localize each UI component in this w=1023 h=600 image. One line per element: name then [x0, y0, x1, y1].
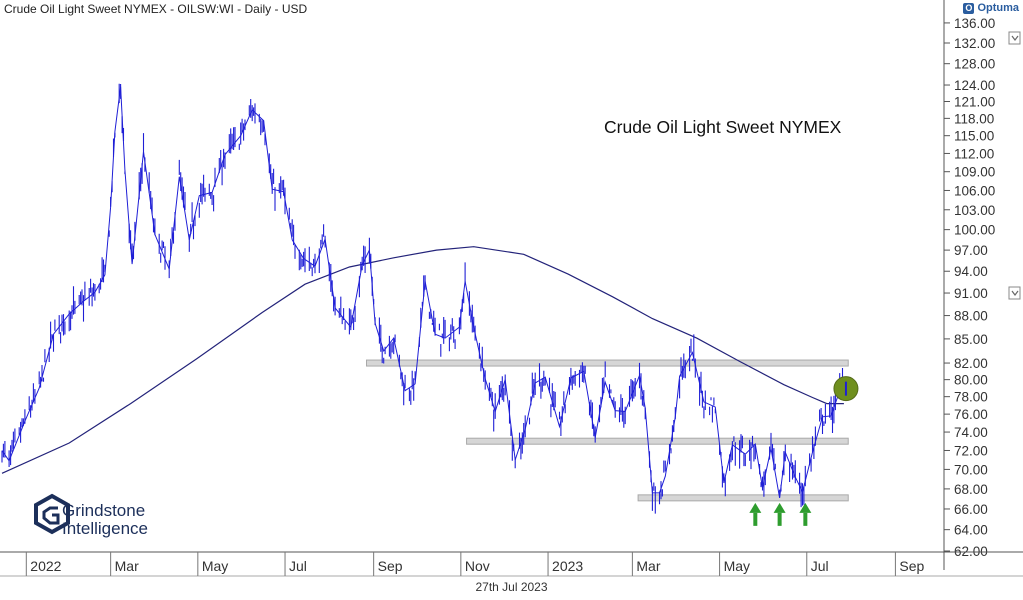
- x-tick-label: May: [724, 558, 750, 574]
- support-band-1: [366, 359, 849, 367]
- y-tick-label: 115.00: [954, 129, 994, 144]
- brand-logo: O Optuma: [963, 2, 1019, 14]
- y-tick-label: 80.00: [954, 373, 988, 388]
- x-tick-label: 2022: [30, 558, 61, 574]
- y-tick-label: 70.00: [954, 462, 988, 477]
- y-tick-label: 82.00: [954, 356, 988, 371]
- x-tick-label: Sep: [378, 558, 403, 574]
- x-tick-label: 2023: [552, 558, 583, 574]
- y-tick-label: 66.00: [954, 502, 988, 517]
- y-tick-label: 128.00: [954, 57, 995, 72]
- y-axis: 62.0064.0066.0068.0070.0072.0074.0076.00…: [943, 0, 1021, 570]
- x-tick-label: Mar: [115, 558, 139, 574]
- x-tick-label: Nov: [465, 558, 490, 574]
- y-tick-label: 76.00: [954, 407, 988, 422]
- x-tick-label: Jul: [289, 558, 307, 574]
- y-tick-label: 91.00: [954, 286, 988, 301]
- x-tick-label: Sep: [899, 558, 924, 574]
- price-line: [1, 86, 845, 498]
- y-tick-label: 103.00: [954, 203, 995, 218]
- y-tick-label: 78.00: [954, 390, 988, 405]
- logo-text-line2: Intelligence: [62, 519, 148, 538]
- support-band-2: [466, 437, 849, 445]
- y-tick-label: 72.00: [954, 443, 988, 458]
- y-tick-label: 136.00: [954, 16, 995, 31]
- x-tick-label: Mar: [636, 558, 660, 574]
- y-tick-label: 109.00: [954, 165, 995, 180]
- logo-g-shape: [42, 506, 60, 525]
- annotation-marks: [749, 376, 859, 526]
- y-tick-label: 94.00: [954, 264, 988, 279]
- price-bars: [1, 83, 844, 514]
- y-tick-label: 97.00: [954, 243, 988, 258]
- x-tick-label: May: [202, 558, 228, 574]
- up-arrow-1: [749, 502, 762, 526]
- y-tick-label: 118.00: [954, 111, 994, 126]
- chart-annotation-title: Crude Oil Light Sweet NYMEX: [604, 117, 842, 137]
- support-bands: [366, 359, 849, 502]
- brand-name: Optuma: [977, 2, 1019, 14]
- x-axis: 2022 Mar May Jul Sep Nov 2023 Mar May Jul Sep: [0, 551, 1023, 577]
- y-tick-label: 132.00: [954, 36, 995, 51]
- y-tick-label: 124.00: [954, 78, 995, 93]
- moving-average-group: [1, 246, 844, 474]
- chart-title: Crude Oil Light Sweet NYMEX - OILSW:WI -…: [4, 2, 308, 16]
- y-tick-label: 74.00: [954, 425, 988, 440]
- y-tick-label: 121.00: [954, 94, 995, 109]
- y-tick-label: 100.00: [954, 223, 995, 238]
- up-arrow-2: [773, 502, 786, 526]
- grindstone-logo: Grindstone Intelligence: [34, 493, 148, 538]
- y-tick-label: 85.00: [954, 332, 988, 347]
- date-caption: 27th Jul 2023: [475, 580, 548, 594]
- y-tick-label: 106.00: [954, 183, 995, 198]
- up-arrow-3: [799, 502, 812, 526]
- axis-scroll-icon: [1008, 286, 1021, 300]
- y-tick-label: 64.00: [954, 523, 988, 538]
- y-tick-label: 68.00: [954, 482, 988, 497]
- price-group: [1, 83, 845, 514]
- logo-hexagon-outer: [34, 493, 70, 535]
- y-tick-label: 88.00: [954, 309, 988, 324]
- axis-menu-icon: [1008, 31, 1021, 45]
- x-tick-label: Jul: [811, 558, 829, 574]
- moving-average-line: [1, 246, 844, 474]
- optuma-icon: O: [963, 2, 975, 14]
- y-tick-label: 112.00: [954, 146, 994, 161]
- logo-text-line1: Grindstone: [62, 501, 145, 520]
- support-band-3: [637, 494, 849, 502]
